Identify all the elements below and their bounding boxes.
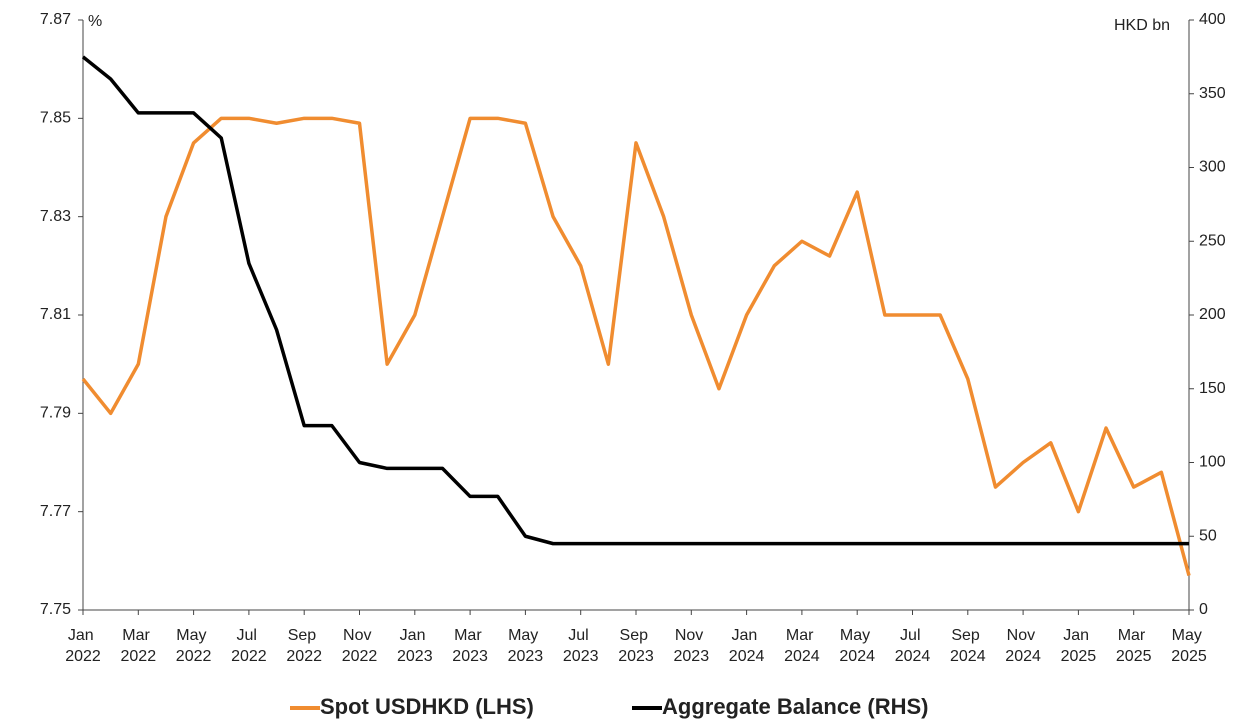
x-tick-label: Mar 2024	[784, 627, 820, 665]
y-tick-label: 7.75	[40, 601, 71, 618]
x-tick-label: Jan 2022	[65, 627, 101, 665]
x-tick-label: Nov 2023	[674, 627, 710, 665]
y2-tick-label: 350	[1199, 85, 1226, 102]
legend-label: Aggregate Balance (RHS)	[662, 694, 929, 719]
x-tick-label: Sep 2024	[950, 627, 986, 665]
x-tick-label: Sep 2023	[618, 627, 654, 665]
x-tick-label: Jul 2024	[895, 627, 931, 665]
y-tick-label: 7.87	[40, 11, 71, 28]
series-line	[81, 55, 1189, 546]
y-tick-label: 7.83	[40, 208, 71, 225]
y-axis-title: %	[88, 13, 102, 30]
x-tick-label: Jul 2023	[563, 627, 599, 665]
y2-tick-label: 400	[1199, 11, 1226, 28]
x-tick-label: Jan 2023	[397, 627, 433, 665]
y2-tick-label: 50	[1199, 527, 1217, 544]
y2-tick-label: 300	[1199, 159, 1226, 176]
y-tick-label: 7.85	[40, 110, 71, 127]
y2-tick-label: 200	[1199, 306, 1226, 323]
y-tick-label: 7.79	[40, 405, 71, 422]
x-tick-label: May 2024	[839, 627, 875, 665]
y2-tick-label: 0	[1199, 601, 1208, 618]
x-tick-label: Mar 2025	[1116, 627, 1152, 665]
x-tick-label: May 2025	[1171, 627, 1207, 665]
x-tick-label: May 2022	[176, 627, 212, 665]
x-tick-label: May 2023	[508, 627, 544, 665]
x-tick-label: Mar 2022	[121, 627, 157, 665]
x-tick-label: Jan 2024	[729, 627, 765, 665]
x-tick-label: Sep 2022	[286, 627, 322, 665]
y2-axis-title: HKD bn	[1114, 17, 1170, 34]
series-line	[81, 116, 1191, 577]
x-tick-label: Jan 2025	[1061, 627, 1097, 665]
y-tick-label: 7.81	[40, 306, 71, 323]
x-tick-label: Nov 2022	[342, 627, 378, 665]
y2-tick-label: 250	[1199, 232, 1226, 249]
legend-label: Spot USDHKD (LHS)	[320, 694, 534, 719]
x-tick-label: Nov 2024	[1005, 627, 1041, 665]
y-tick-label: 7.77	[40, 503, 71, 520]
y2-tick-label: 100	[1199, 454, 1226, 471]
y2-tick-label: 150	[1199, 380, 1226, 397]
x-tick-label: Mar 2023	[452, 627, 488, 665]
x-tick-label: Jul 2022	[231, 627, 267, 665]
